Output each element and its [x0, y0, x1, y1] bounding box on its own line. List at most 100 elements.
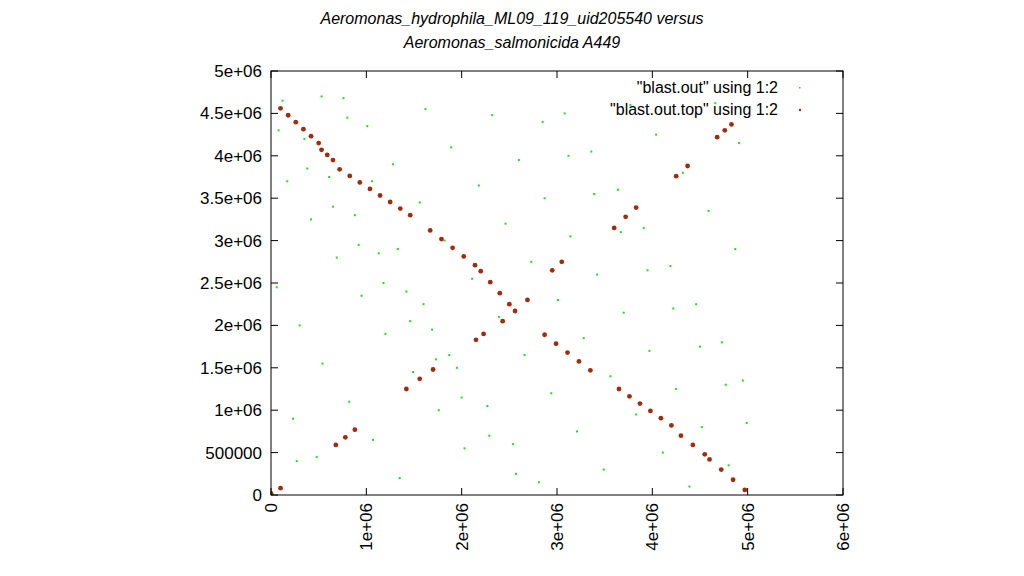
y-tick — [836, 325, 843, 326]
point — [423, 303, 425, 305]
point — [372, 439, 374, 441]
point — [542, 332, 547, 337]
y-tick — [836, 283, 843, 284]
point — [431, 329, 433, 331]
point — [565, 350, 570, 355]
y-tick — [271, 71, 278, 72]
x-tick-label: 6e+06 — [834, 503, 853, 551]
x-tick — [747, 488, 748, 495]
point — [299, 324, 301, 326]
point — [648, 350, 650, 352]
y-tick — [836, 240, 843, 241]
point — [725, 384, 727, 386]
chart: Aeromonas_hydrophila_ML09_119_uid205540 … — [0, 0, 1024, 576]
point — [643, 227, 645, 229]
point — [515, 473, 517, 475]
point — [296, 460, 298, 462]
point — [525, 298, 530, 303]
y-tick — [271, 367, 278, 368]
point — [550, 392, 552, 394]
y-tick — [836, 452, 843, 453]
point — [278, 129, 280, 131]
title: Aeromonas_hydrophila_ML09_119_uid205540 … — [319, 10, 703, 27]
x-tick-label: 4e+06 — [643, 503, 662, 551]
point — [461, 254, 466, 259]
y-tick-label: 3e+06 — [214, 232, 262, 251]
point — [281, 100, 283, 102]
point — [722, 128, 727, 133]
point — [746, 422, 748, 424]
point — [278, 106, 283, 111]
point — [456, 367, 458, 369]
y-tick — [271, 495, 278, 496]
x-tick-label: 2e+06 — [453, 503, 472, 551]
x-tick-label: 3e+06 — [548, 503, 567, 551]
point — [293, 120, 298, 125]
point — [419, 201, 421, 203]
point — [354, 214, 356, 216]
point — [450, 146, 452, 148]
y-tick — [836, 113, 843, 114]
x-tick — [843, 71, 844, 78]
point — [384, 333, 386, 335]
point — [672, 307, 674, 309]
y-tick — [271, 155, 278, 156]
point — [286, 113, 291, 118]
point — [310, 218, 312, 220]
point — [321, 95, 323, 97]
y-tick — [836, 198, 843, 199]
point — [357, 180, 362, 185]
point — [461, 396, 463, 398]
point — [319, 147, 324, 152]
point — [708, 210, 710, 212]
point — [348, 401, 350, 403]
y-tick-label: 0 — [253, 486, 262, 505]
point — [408, 213, 413, 218]
point — [382, 282, 384, 284]
point — [679, 433, 684, 438]
y-tick-label: 1e+06 — [214, 401, 262, 420]
point — [397, 248, 399, 250]
point — [659, 416, 664, 421]
point — [513, 309, 518, 314]
x-tick — [557, 488, 558, 495]
point — [617, 189, 619, 191]
point — [638, 401, 643, 406]
point — [512, 443, 514, 445]
point — [444, 240, 446, 242]
point — [728, 464, 730, 466]
point — [742, 488, 747, 493]
point — [336, 257, 338, 259]
y-tick — [271, 325, 278, 326]
point — [306, 168, 308, 170]
x-tick — [652, 71, 653, 78]
point — [448, 354, 450, 356]
point — [405, 290, 407, 292]
y-tick — [836, 367, 843, 368]
point — [309, 134, 314, 139]
point — [559, 259, 564, 264]
point — [623, 214, 628, 219]
point — [627, 394, 632, 399]
y-tick — [271, 240, 278, 241]
point — [655, 134, 657, 136]
point — [675, 388, 677, 390]
point — [507, 302, 512, 307]
legend-label: "blast.out" using 1:2 — [637, 79, 778, 96]
point — [471, 278, 473, 280]
point — [702, 452, 707, 457]
x-tick — [366, 71, 367, 78]
y-tick — [271, 410, 278, 411]
point — [590, 151, 592, 153]
y-tick — [271, 283, 278, 284]
point — [518, 159, 520, 161]
point — [464, 447, 466, 449]
y-tick-label: 5e+06 — [214, 62, 262, 81]
point — [550, 268, 555, 273]
point — [417, 376, 422, 381]
point — [368, 187, 373, 192]
point — [701, 426, 703, 428]
y-tick — [836, 71, 843, 72]
point — [669, 423, 674, 428]
point — [497, 291, 502, 296]
